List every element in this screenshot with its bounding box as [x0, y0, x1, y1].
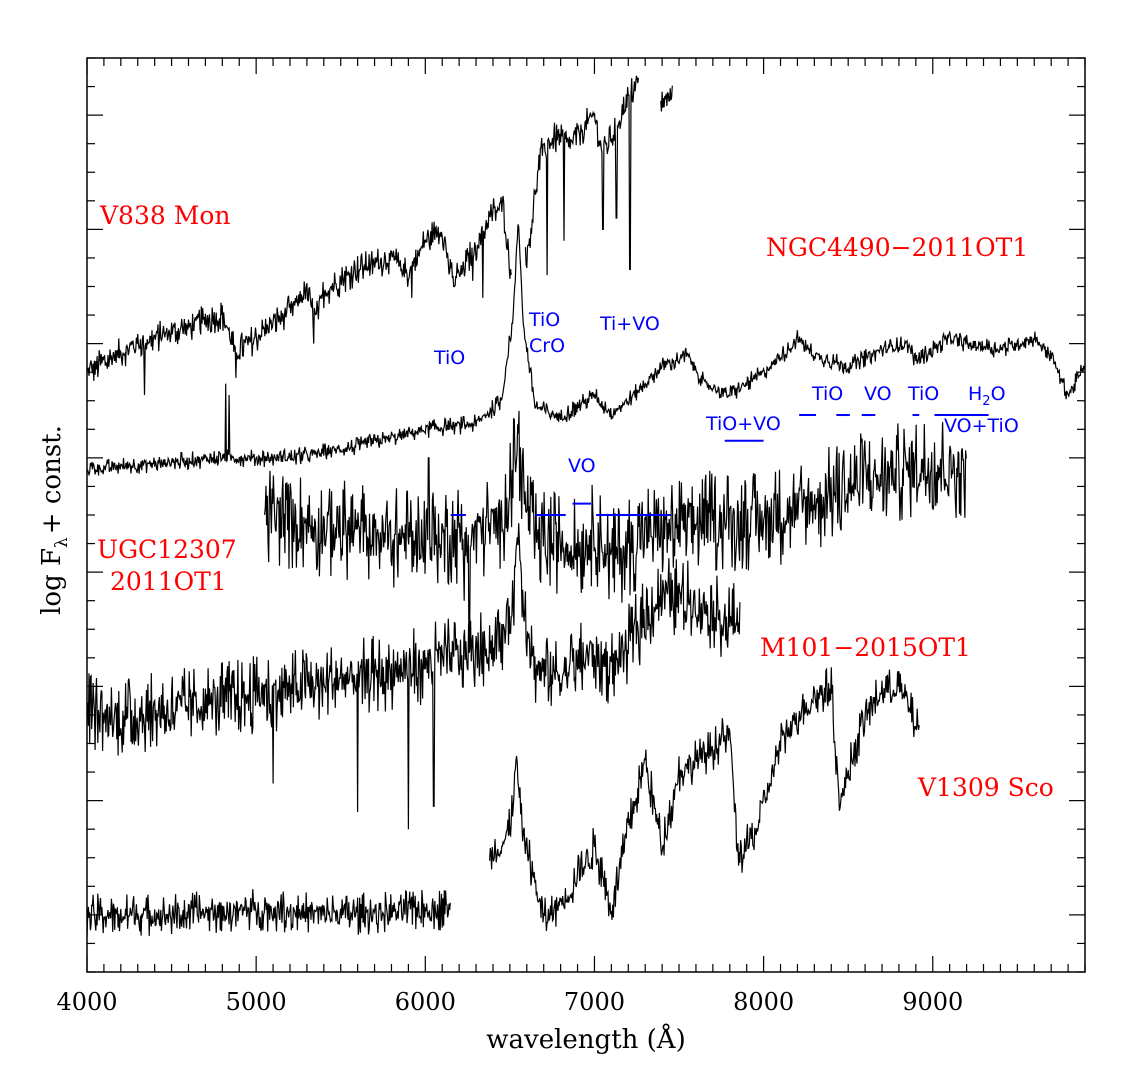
x-tick-label: 6000 — [395, 988, 456, 1016]
band-label-tio-4: TiO — [907, 383, 939, 405]
y-axis-title-main: log F — [37, 548, 67, 615]
band-label-vo-1: VO — [568, 455, 596, 477]
label-ngc4490-2011ot1: NGC4490−2011OT1 — [766, 233, 1028, 262]
band-label-tio-1: TiO — [433, 347, 465, 369]
label-v838-mon: V838 Mon — [99, 201, 230, 230]
x-tick-label: 9000 — [902, 988, 963, 1016]
band-label-ti-vo: Ti+VO — [599, 313, 660, 335]
x-tick-label: 8000 — [733, 988, 794, 1016]
spectrum-line-2 — [86, 224, 1086, 477]
band-label-vo-tio: VO+TiO — [944, 415, 1019, 437]
y-axis-title-subscript: λ — [52, 537, 72, 548]
x-tick-label: 5000 — [226, 988, 287, 1016]
spectra-traces — [86, 75, 1086, 937]
spectrum-line-5 — [86, 667, 920, 937]
band-label-tio-2: TiO — [528, 309, 560, 331]
spectrum-line-4 — [86, 523, 741, 830]
x-tick-labels: 4000 5000 6000 7000 8000 9000 — [56, 988, 963, 1016]
band-label-tio-vo: TiO+VO — [705, 413, 781, 435]
band-label-h2o: H2O — [968, 383, 1006, 409]
label-v1309-sco: V1309 Sco — [917, 773, 1054, 802]
x-tick-label: 4000 — [56, 988, 117, 1016]
band-label-h2o-o: O — [991, 383, 1006, 405]
band-label-tio-3: TiO — [811, 383, 843, 405]
x-tick-label: 7000 — [564, 988, 625, 1016]
absorption-band-markers — [450, 414, 989, 516]
spectrum-line-1 — [86, 75, 673, 396]
band-label-h2o-2: 2 — [982, 394, 990, 409]
label-m101-2015ot1: M101−2015OT1 — [760, 633, 971, 662]
plot-frame — [86, 57, 1086, 973]
band-label-cro: CrO — [529, 335, 565, 357]
y-axis-title: log Fλ + const. — [37, 425, 72, 615]
label-ugc12307-2011ot1: 2011OT1 — [110, 567, 227, 596]
spectrum-line-3 — [264, 410, 967, 642]
y-axis-title-rest: + const. — [37, 425, 67, 534]
label-ugc12307: UGC12307 — [97, 535, 237, 564]
axis-ticks — [86, 57, 1086, 973]
x-axis-title: wavelength (Å) — [486, 1023, 685, 1055]
band-label-h2o-h: H — [968, 383, 982, 405]
band-label-vo-2: VO — [864, 383, 892, 405]
